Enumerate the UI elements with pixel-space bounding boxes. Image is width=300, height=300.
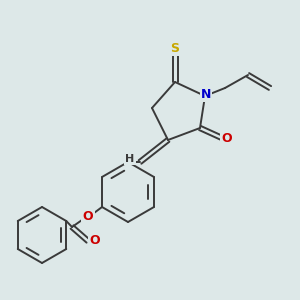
Text: S: S — [170, 41, 179, 55]
Text: H: H — [125, 154, 135, 164]
Text: O: O — [90, 235, 100, 248]
Text: O: O — [83, 209, 93, 223]
Text: N: N — [201, 88, 211, 100]
Text: O: O — [222, 131, 232, 145]
